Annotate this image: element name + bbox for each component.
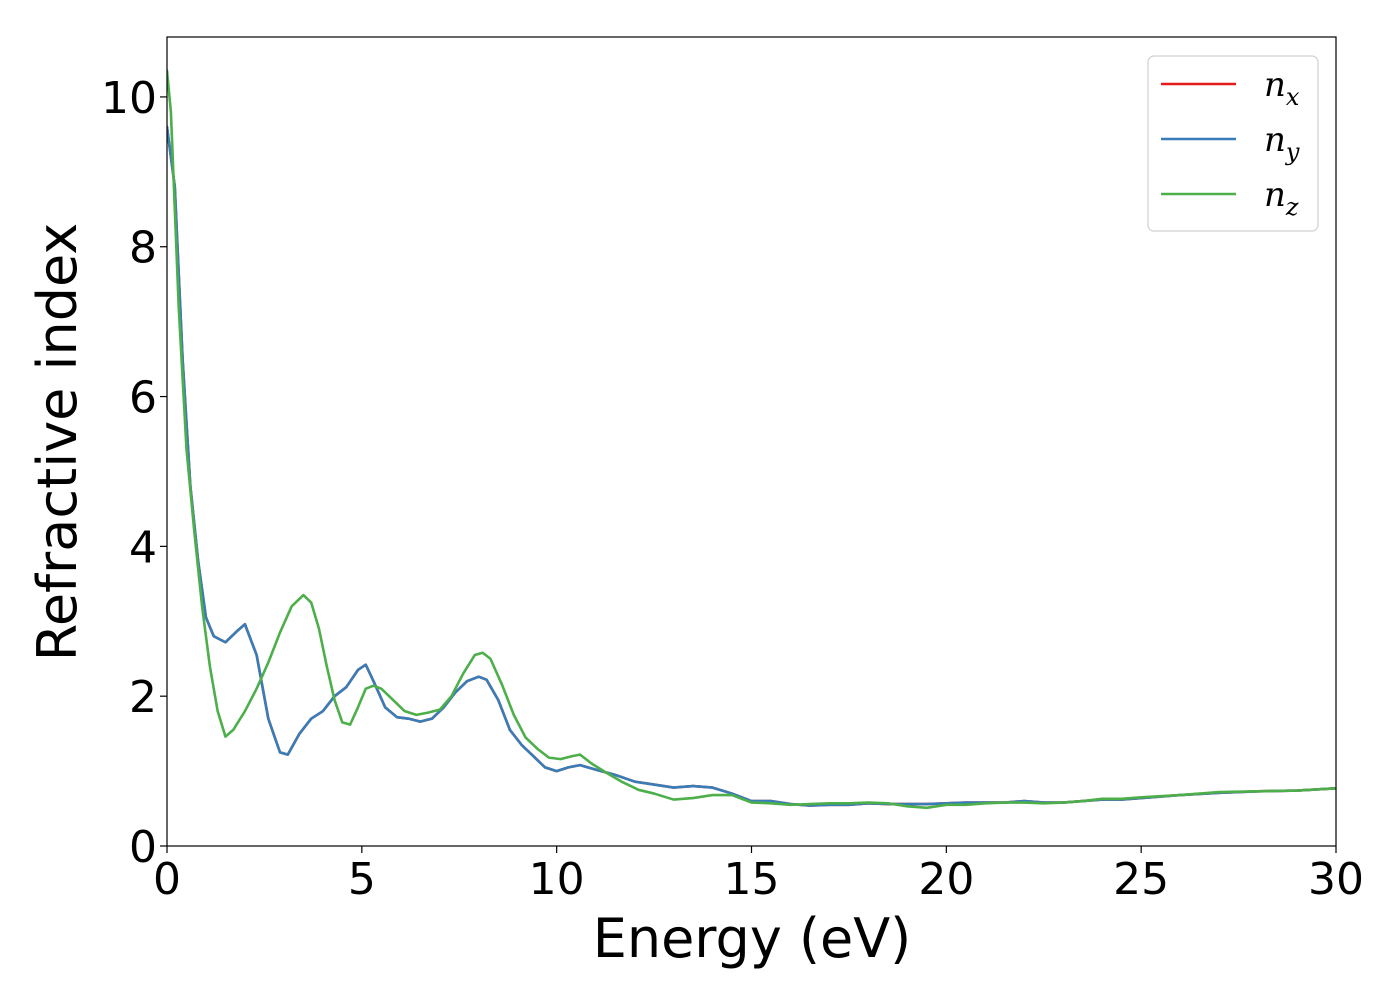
plot-layer [167,69,1336,810]
y-tick-label: 2 [129,672,157,723]
x-tick-label: 30 [1308,854,1364,905]
legend-label-z: nz [1264,175,1299,221]
legend-box [1147,55,1319,232]
axes-layer: 0 5 10 15 20 25 30 0 2 4 6 8 10 [101,36,1364,905]
x-axis-label: Energy (eV) [593,907,912,970]
series-lines [167,69,1336,810]
y-tick-label: 4 [129,522,157,573]
x-tick-label: 5 [348,854,376,905]
x-tick-label: 0 [153,854,181,905]
y-tick-label: 8 [129,223,157,274]
x-tick-label: 20 [918,854,974,905]
y-tick-label: 10 [101,73,157,124]
legend: nx ny nz [1147,55,1319,232]
legend-label-x: nx [1264,65,1300,111]
series-line-z [167,69,1336,810]
legend-label-y: ny [1264,120,1300,166]
y-axis-label: Refractive index [26,223,89,662]
x-tick-label: 25 [1113,854,1169,905]
x-tick-label: 10 [529,854,585,905]
y-tick-label: 6 [129,373,157,424]
x-tick-label: 15 [724,854,780,905]
y-tick-label: 0 [129,822,157,873]
